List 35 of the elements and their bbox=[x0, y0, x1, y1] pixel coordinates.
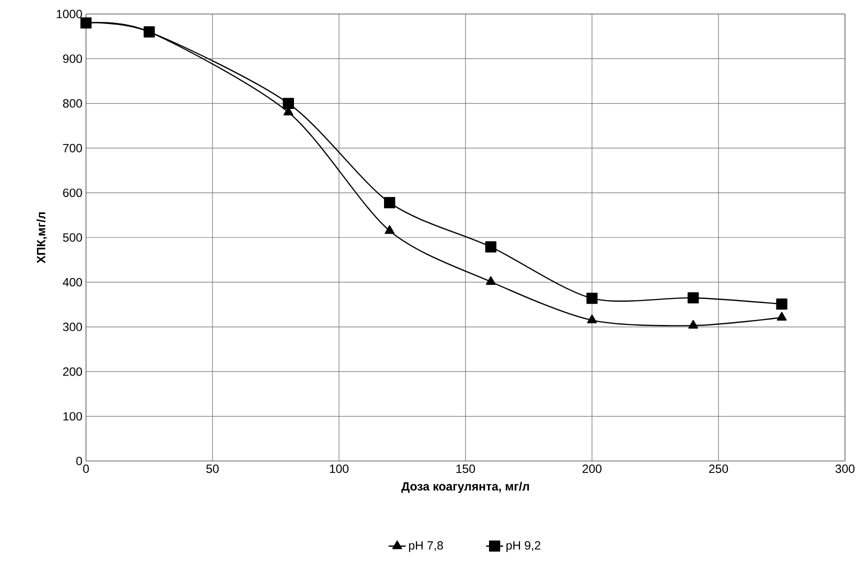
point bbox=[384, 197, 396, 208]
legend-label: pH 9,2 bbox=[506, 541, 540, 552]
point bbox=[776, 312, 787, 321]
point bbox=[485, 241, 496, 252]
x-tick-label: 200 bbox=[582, 464, 602, 473]
x-tick-label: 250 bbox=[709, 464, 728, 473]
legend-label: pH 7,8 bbox=[409, 541, 443, 552]
y-tick-label: 900 bbox=[63, 54, 82, 63]
point bbox=[282, 98, 294, 109]
y-tick-label: 200 bbox=[63, 367, 82, 376]
y-tick-label: 100 bbox=[63, 412, 82, 421]
y-tick-label: 1000 bbox=[56, 10, 82, 18]
x-tick-label: 150 bbox=[456, 464, 476, 473]
x-tick-label: 300 bbox=[835, 464, 855, 473]
point bbox=[688, 320, 698, 329]
y-tick-label: 800 bbox=[63, 99, 82, 108]
point bbox=[80, 17, 92, 29]
y-tick-label: 600 bbox=[63, 188, 82, 198]
y-tick-label: 500 bbox=[63, 233, 82, 242]
point bbox=[776, 298, 788, 310]
y-tick-label: 300 bbox=[62, 322, 82, 332]
x-tick-label: 50 bbox=[206, 464, 219, 473]
y-tick-label: 400 bbox=[62, 278, 82, 286]
point bbox=[486, 276, 496, 285]
point bbox=[144, 26, 155, 38]
y-axis-title: ХПК,мг/л bbox=[36, 212, 48, 264]
point bbox=[688, 292, 699, 304]
x-tick-label: 100 bbox=[330, 464, 349, 473]
point bbox=[384, 225, 395, 234]
y-tick-label: 700 bbox=[63, 144, 82, 152]
point bbox=[587, 314, 597, 324]
point bbox=[586, 292, 598, 304]
x-axis-title: Доза коагулянта, мг/л bbox=[401, 482, 529, 493]
y-tick-label: 0 bbox=[76, 456, 82, 466]
x-tick-label: 0 bbox=[83, 464, 89, 473]
